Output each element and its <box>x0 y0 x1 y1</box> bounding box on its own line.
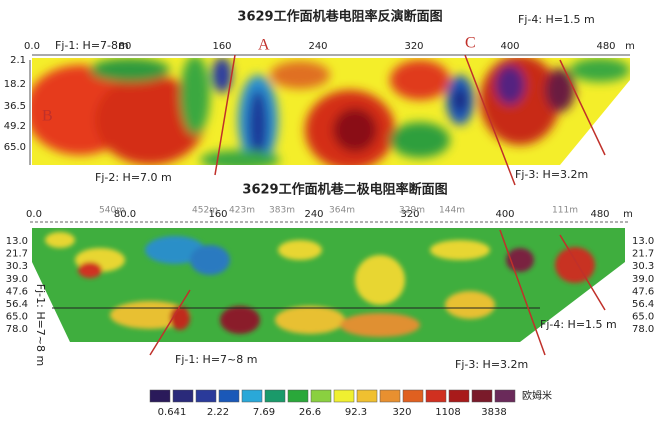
fault-label: Fj-1: H=7-8m <box>55 39 129 52</box>
depth-label: 21.7 <box>632 249 654 260</box>
marker: A <box>258 37 270 54</box>
depth-label: 47.6 <box>632 286 654 297</box>
station-label: 452m <box>192 206 218 216</box>
legend-swatch <box>287 389 309 403</box>
fault-line <box>559 59 606 156</box>
legend-swatch <box>402 389 424 403</box>
x-label: 480 <box>590 209 609 220</box>
fault-line <box>149 289 191 356</box>
depth-label: 21.7 <box>6 249 28 260</box>
depth-label: 78.0 <box>6 324 28 335</box>
fault-label: Fj-1: H=7~8 m <box>175 353 257 366</box>
x-label: 160 <box>208 209 227 220</box>
marker: B <box>42 108 53 125</box>
legend-label: 0.641 <box>158 407 187 418</box>
x-label: 480 <box>596 41 615 52</box>
legend-swatch <box>172 389 194 403</box>
depth-label: 30.3 <box>6 261 28 272</box>
x-label: 240 <box>308 41 327 52</box>
fault-label: Fj-3: H=3.2m <box>515 168 588 181</box>
x-label: 160 <box>212 41 231 52</box>
x-label: 400 <box>500 41 519 52</box>
legend-swatch <box>379 389 401 403</box>
x-label: 240 <box>304 209 323 220</box>
depth-label: 30.3 <box>632 261 654 272</box>
top-section <box>32 58 630 165</box>
depth-label: 2.1 <box>10 55 26 66</box>
depth-label: 78.0 <box>632 324 654 335</box>
legend-swatch <box>241 389 263 403</box>
x-label: 80 <box>119 41 132 52</box>
fault-line <box>499 229 546 356</box>
fault-label: Fj-2: H=7.0 m <box>95 171 172 184</box>
legend-unit: 欧姆米 <box>522 389 552 402</box>
fault-label: Fj-4: H=1.5 m <box>540 318 617 331</box>
legend-label: 320 <box>392 407 411 418</box>
legend-label: 1108 <box>435 407 460 418</box>
station-label: 144m <box>439 206 465 216</box>
fault-line <box>464 54 516 186</box>
legend-swatch <box>356 389 378 403</box>
legend-swatch <box>218 389 240 403</box>
station-label: 329m <box>399 206 425 216</box>
legend-swatch <box>333 389 355 403</box>
top-title: 3629工作面机巷电阻率反演断面图 <box>237 9 442 25</box>
fault-line <box>214 54 236 176</box>
fault-label: Fj-3: H=3.2m <box>455 358 528 371</box>
x-label: m <box>623 209 633 220</box>
x-label: 400 <box>495 209 514 220</box>
x-label: 80.0 <box>114 209 136 220</box>
x-label: 320 <box>400 209 419 220</box>
legend-swatch <box>425 389 447 403</box>
depth-label: 47.6 <box>6 286 28 297</box>
legend-swatch <box>149 389 171 403</box>
depth-label: 65.0 <box>6 312 28 323</box>
depth-label: 18.2 <box>4 79 26 90</box>
bottom-section <box>32 228 625 342</box>
legend-label: 2.22 <box>207 407 229 418</box>
fault-line <box>559 234 606 311</box>
legend-swatch <box>310 389 332 403</box>
fault-label: Fj-4: H=1.5 m <box>518 13 595 26</box>
marker: C <box>465 35 476 52</box>
depth-label: 13.0 <box>6 236 28 247</box>
station-label: 423m <box>229 206 255 216</box>
legend-label: 26.6 <box>299 407 321 418</box>
depth-label: 39.0 <box>6 274 28 285</box>
station-label: 364m <box>329 206 355 216</box>
legend-label: 3838 <box>481 407 506 418</box>
depth-label: 56.4 <box>632 299 654 310</box>
depth-label: 65.0 <box>632 312 654 323</box>
x-label: 0.0 <box>26 209 42 220</box>
legend-label: 92.3 <box>345 407 367 418</box>
station-label: 540m <box>99 206 125 216</box>
depth-label: 39.0 <box>632 274 654 285</box>
legend-swatch <box>195 389 217 403</box>
legend-swatch <box>448 389 470 403</box>
depth-label: 65.0 <box>4 142 26 153</box>
station-label: 111m <box>552 206 578 216</box>
legend-swatch <box>494 389 516 403</box>
station-label: 383m <box>269 206 295 216</box>
legend-swatch <box>264 389 286 403</box>
x-label: m <box>625 41 635 52</box>
legend-label: 7.69 <box>253 407 275 418</box>
depth-label: 13.0 <box>632 236 654 247</box>
bottom-title: 3629工作面机巷二极电阻率断面图 <box>242 182 447 198</box>
x-label: 0.0 <box>24 41 40 52</box>
depth-label: 56.4 <box>6 299 28 310</box>
fault-label: Fj-1: H=7~8 m <box>34 284 47 366</box>
legend: 0.641 2.22 7.69 26.6 92.3 320 1108 3838 欧姆米 <box>149 389 552 418</box>
legend-swatch <box>471 389 493 403</box>
depth-label: 49.2 <box>4 121 26 132</box>
depth-label: 36.5 <box>4 101 26 112</box>
x-label: 320 <box>404 41 423 52</box>
